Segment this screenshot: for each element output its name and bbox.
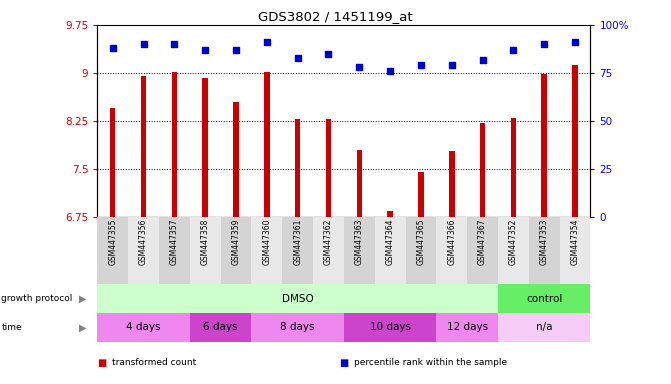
- Bar: [172, 72, 177, 217]
- Bar: [190, 313, 252, 342]
- Bar: [282, 217, 313, 284]
- Text: growth protocol: growth protocol: [1, 294, 72, 303]
- Bar: [190, 217, 221, 284]
- Text: GSM447365: GSM447365: [417, 219, 425, 265]
- Point: [446, 62, 457, 68]
- Bar: [560, 217, 590, 284]
- Bar: [295, 119, 301, 217]
- Text: GSM447363: GSM447363: [355, 219, 364, 265]
- Text: GSM447366: GSM447366: [448, 219, 456, 265]
- Bar: [436, 217, 467, 284]
- Point: [262, 39, 272, 45]
- Text: n/a: n/a: [536, 322, 552, 333]
- Point: [539, 41, 550, 47]
- Bar: [374, 217, 405, 284]
- Bar: [449, 151, 454, 217]
- Bar: [252, 313, 344, 342]
- Text: 4 days: 4 days: [126, 322, 161, 333]
- Point: [570, 39, 580, 45]
- Bar: [313, 217, 344, 284]
- Bar: [234, 102, 239, 217]
- Bar: [418, 172, 423, 217]
- Bar: [141, 76, 146, 217]
- Text: ▶: ▶: [79, 322, 87, 333]
- Text: DMSO: DMSO: [282, 293, 313, 304]
- Bar: [110, 108, 115, 217]
- Text: GSM447354: GSM447354: [570, 219, 580, 265]
- Text: control: control: [526, 293, 562, 304]
- Bar: [97, 217, 128, 284]
- Text: 12 days: 12 days: [447, 322, 488, 333]
- Bar: [480, 123, 485, 217]
- Text: GSM447360: GSM447360: [262, 219, 271, 265]
- Text: GSM447364: GSM447364: [386, 219, 395, 265]
- Text: time: time: [1, 323, 22, 332]
- Point: [169, 41, 180, 47]
- Text: ▶: ▶: [79, 293, 87, 304]
- Text: GSM447352: GSM447352: [509, 219, 518, 265]
- Bar: [325, 119, 331, 217]
- Bar: [264, 72, 270, 217]
- Bar: [572, 65, 578, 217]
- Point: [200, 47, 211, 53]
- Text: 6 days: 6 days: [203, 322, 238, 333]
- Text: GSM447362: GSM447362: [324, 219, 333, 265]
- Text: GSM447358: GSM447358: [201, 219, 209, 265]
- Point: [508, 47, 519, 53]
- Text: ■: ■: [339, 358, 348, 368]
- Bar: [159, 217, 190, 284]
- Point: [354, 64, 364, 70]
- Text: GSM447367: GSM447367: [478, 219, 487, 265]
- Bar: [97, 284, 498, 313]
- Point: [415, 62, 426, 68]
- Bar: [467, 217, 498, 284]
- Text: GSM447355: GSM447355: [108, 219, 117, 265]
- Point: [138, 41, 149, 47]
- Bar: [541, 74, 547, 217]
- Bar: [498, 217, 529, 284]
- Point: [384, 68, 395, 74]
- Bar: [511, 118, 516, 217]
- Bar: [128, 217, 159, 284]
- Text: GSM447361: GSM447361: [293, 219, 302, 265]
- Text: GSM447357: GSM447357: [170, 219, 179, 265]
- Bar: [529, 217, 560, 284]
- Text: GSM447356: GSM447356: [139, 219, 148, 265]
- Bar: [221, 217, 252, 284]
- Point: [231, 47, 242, 53]
- Text: 10 days: 10 days: [370, 322, 411, 333]
- Bar: [344, 313, 436, 342]
- Text: 8 days: 8 days: [280, 322, 315, 333]
- Text: GSM447359: GSM447359: [231, 219, 240, 265]
- Text: GSM447353: GSM447353: [539, 219, 549, 265]
- Bar: [356, 150, 362, 217]
- Bar: [498, 313, 590, 342]
- Bar: [436, 313, 498, 342]
- Text: ■: ■: [97, 358, 107, 368]
- Bar: [97, 313, 190, 342]
- Point: [107, 45, 118, 51]
- Bar: [498, 284, 590, 313]
- Point: [477, 56, 488, 63]
- Bar: [252, 217, 282, 284]
- Bar: [387, 210, 393, 217]
- Bar: [405, 217, 436, 284]
- Bar: [203, 78, 208, 217]
- Text: transformed count: transformed count: [112, 358, 197, 367]
- Text: percentile rank within the sample: percentile rank within the sample: [354, 358, 507, 367]
- Bar: [344, 217, 374, 284]
- Point: [323, 51, 334, 57]
- Point: [293, 55, 303, 61]
- Text: GDS3802 / 1451199_at: GDS3802 / 1451199_at: [258, 10, 413, 23]
